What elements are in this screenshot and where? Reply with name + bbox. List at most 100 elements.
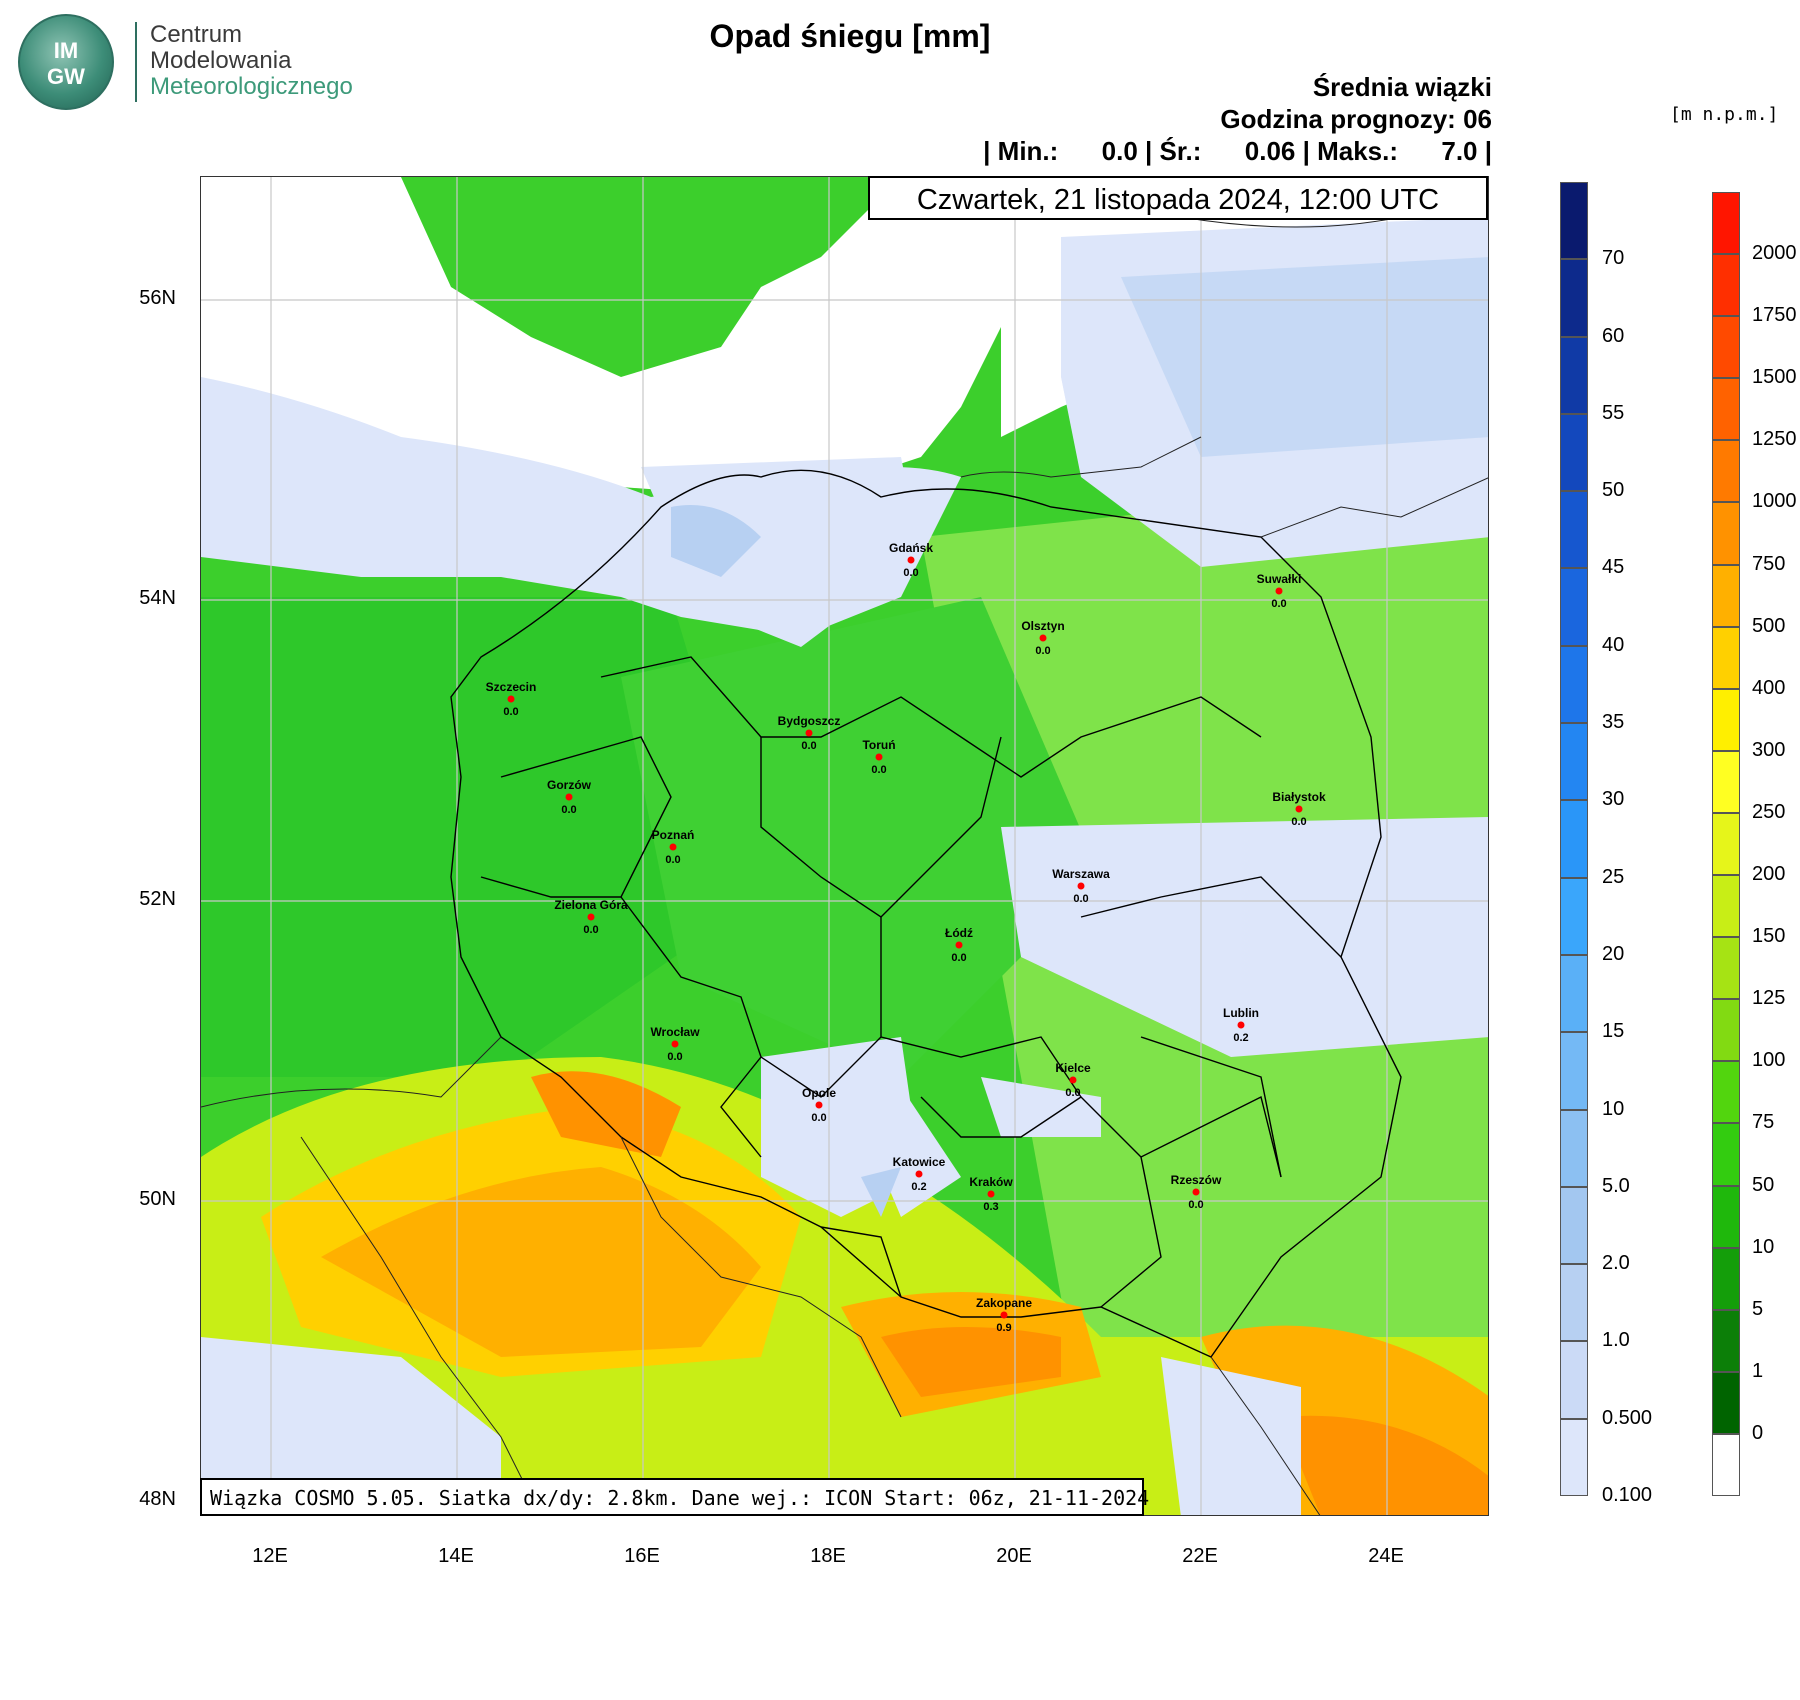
- city-name: Warszawa: [1052, 867, 1110, 881]
- height-color-segment: [1712, 750, 1740, 813]
- city-value: 0.0: [583, 924, 598, 936]
- snow-color-segment: [1560, 259, 1588, 337]
- snow-scale-label: 25: [1602, 865, 1625, 888]
- snow-color-segment: [1560, 568, 1588, 646]
- city-marker: Kraków 0.3: [969, 1175, 1013, 1213]
- city-value: 0.0: [903, 567, 918, 579]
- city-dot: [915, 1170, 923, 1178]
- snow-color-segment: [1560, 723, 1588, 801]
- lon-label: 22E: [1182, 1545, 1218, 1567]
- lon-label: 18E: [810, 1545, 846, 1567]
- city-marker: Rzeszów 0.0: [1171, 1173, 1222, 1211]
- snow-color-segment: [1560, 1032, 1588, 1110]
- city-value: 0.9: [996, 1322, 1011, 1334]
- city-marker: Zielona Góra 0.0: [554, 898, 628, 936]
- snow-color-segment: [1560, 645, 1588, 724]
- height-scale-label: 1: [1752, 1359, 1764, 1382]
- height-colorbar-labels: 2000 1750 1500 1250 1000 750 500 400 300 250 200 15…: [1752, 0, 1800, 1700]
- city-marker: Opole 0.0: [802, 1086, 836, 1124]
- badge-bottom-text: GW: [47, 64, 85, 89]
- city-marker: Wrocław 0.0: [650, 1025, 700, 1063]
- lat-label: 54N: [139, 587, 176, 609]
- city-name: Gorzów: [547, 778, 592, 792]
- city-name: Bydgoszcz: [778, 714, 841, 728]
- city-value: 0.0: [1291, 816, 1306, 828]
- city-dot: [1039, 634, 1047, 642]
- city-dot: [507, 695, 515, 703]
- snow-color-segment: [1560, 491, 1588, 569]
- height-scale-label: 1500: [1752, 366, 1797, 389]
- logo-text: Centrum Modelowania Meteorologicznego: [150, 22, 353, 100]
- city-dot: [1192, 1188, 1200, 1196]
- height-scale-label: 500: [1752, 614, 1786, 637]
- snow-color-segment: [1560, 413, 1588, 492]
- city-marker: Warszawa 0.0: [1052, 867, 1110, 905]
- forecast-map: Gdańsk 0.0 Suwałki 0.0 Olsztyn 0.0 Szczecin 0.0…: [200, 176, 1489, 1516]
- city-name: Suwałki: [1257, 572, 1302, 586]
- snow-scale-label: 5.0: [1602, 1174, 1630, 1197]
- city-value: 0.0: [1188, 1199, 1203, 1211]
- city-dot: [987, 1190, 995, 1198]
- height-color-segment: [1712, 875, 1740, 938]
- city-dot: [1000, 1311, 1008, 1319]
- city-marker: Lublin 0.2: [1223, 1006, 1259, 1044]
- city-dot: [1069, 1076, 1077, 1084]
- snow-scale-label: 15: [1602, 1020, 1625, 1043]
- snow-scale-label: 45: [1602, 556, 1625, 579]
- height-scale-label: 0: [1752, 1421, 1764, 1444]
- snow-color-segment: [1560, 877, 1588, 955]
- snow-scale-label: 0.500: [1602, 1406, 1653, 1429]
- city-name: Opole: [802, 1086, 836, 1100]
- height-color-segment: [1712, 1309, 1740, 1372]
- snow-scale-label: 35: [1602, 711, 1625, 734]
- city-dot: [587, 913, 595, 921]
- city-name: Szczecin: [486, 680, 537, 694]
- city-value: 0.0: [1271, 598, 1286, 610]
- height-color-segment: [1712, 378, 1740, 441]
- city-dot: [1275, 587, 1283, 595]
- city-name: Łódź: [945, 926, 973, 940]
- lat-label: 48N: [139, 1488, 176, 1510]
- city-marker: Szczecin 0.0: [486, 680, 537, 718]
- model-info: Wiązka COSMO 5.05. Siatka dx/dy: 2.8km. …: [200, 1478, 1149, 1516]
- city-marker: Katowice 0.2: [893, 1155, 946, 1193]
- city-name: Kielce: [1055, 1061, 1091, 1075]
- valid-date: Czwartek, 21 listopada 2024, 12:00 UTC: [868, 176, 1488, 220]
- city-value: 0.0: [1073, 893, 1088, 905]
- height-scale-label: 250: [1752, 800, 1786, 823]
- city-value: 0.2: [1233, 1032, 1248, 1044]
- header-forecast-hour: Godzina prognozy: 06: [1220, 104, 1492, 134]
- city-marker: Białystok 0.0: [1272, 790, 1326, 828]
- city-dot: [907, 556, 915, 564]
- snow-color-segment: [1560, 1186, 1588, 1265]
- lat-label: 56N: [139, 287, 176, 309]
- city-marker: Toruń 0.0: [862, 738, 895, 776]
- height-color-segment: [1712, 1123, 1740, 1186]
- logo-line-1: Centrum: [150, 21, 243, 48]
- city-marker: Bydgoszcz 0.0: [778, 714, 841, 752]
- header-ensemble: Średnia wiązki: [1312, 72, 1492, 102]
- city-dot: [805, 729, 813, 737]
- map-title: Opad śniegu [mm]: [709, 18, 991, 54]
- city-marker: Kielce 0.0: [1055, 1061, 1091, 1099]
- snow-scale-label: 50: [1602, 479, 1625, 502]
- city-marker: Łódź 0.0: [945, 926, 973, 964]
- height-scale-label: 5: [1752, 1297, 1764, 1320]
- city-name: Rzeszów: [1171, 1173, 1222, 1187]
- city-value: 0.3: [983, 1201, 998, 1213]
- city-marker: Suwałki 0.0: [1257, 572, 1302, 610]
- city-dot: [955, 941, 963, 949]
- snow-scale-label: 20: [1602, 942, 1625, 965]
- snow-scale-label: 0.100: [1602, 1484, 1653, 1506]
- height-unit: [m n.p.m.]: [1670, 104, 1779, 125]
- city-name: Kraków: [969, 1175, 1013, 1189]
- height-color-segment: [1712, 316, 1740, 379]
- height-scale-label: 75: [1752, 1111, 1775, 1134]
- city-name: Olsztyn: [1021, 619, 1064, 633]
- height-color-segment: [1712, 1371, 1740, 1434]
- height-scale-label: 50: [1752, 1173, 1775, 1196]
- height-scale-label: 100: [1752, 1049, 1786, 1072]
- height-scale-label: 200: [1752, 863, 1786, 886]
- city-marker: Zakopane 0.9: [976, 1296, 1032, 1334]
- city-dot: [815, 1101, 823, 1109]
